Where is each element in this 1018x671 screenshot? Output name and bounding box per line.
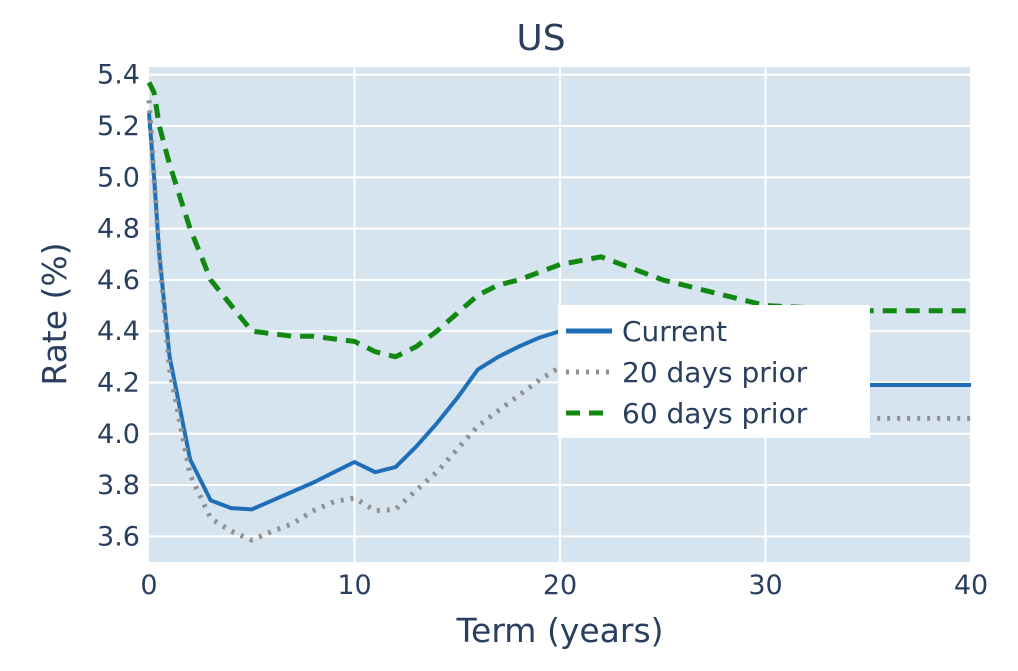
legend-label-current: Current xyxy=(622,315,727,348)
legend-label-60-days-prior: 60 days prior xyxy=(622,397,808,430)
y-tick-label: 4.2 xyxy=(97,367,140,398)
y-tick-label: 5.2 xyxy=(97,111,140,142)
chart-title: US xyxy=(516,18,565,59)
legend: Current 20 days prior 60 days prior xyxy=(558,305,870,438)
y-tick-label: 4.0 xyxy=(97,419,140,450)
y-tick-label: 4.6 xyxy=(97,265,140,296)
y-axis-ticks: 3.6 3.8 4.0 4.2 4.4 4.6 4.8 5.0 5.2 5.4 xyxy=(97,60,140,553)
x-tick-label: 0 xyxy=(140,570,157,601)
y-axis-title: Rate (%) xyxy=(35,242,74,385)
y-tick-label: 4.4 xyxy=(97,316,140,347)
x-tick-label: 10 xyxy=(337,570,371,601)
series-line-60-days-prior xyxy=(146,81,971,360)
x-axis-title: Term (years) xyxy=(455,611,663,650)
legend-box xyxy=(558,305,870,438)
x-tick-label: 30 xyxy=(748,570,782,601)
y-tick-label: 4.8 xyxy=(97,214,140,245)
y-tick-label: 5.0 xyxy=(97,162,140,193)
legend-label-20-days-prior: 20 days prior xyxy=(622,356,808,389)
x-axis-ticks: 0 10 20 30 40 xyxy=(140,570,988,601)
y-tick-label: 3.6 xyxy=(97,521,140,552)
y-tick-label: 3.8 xyxy=(97,470,140,501)
x-tick-label: 40 xyxy=(954,570,988,601)
y-tick-label: 5.4 xyxy=(97,60,140,91)
x-tick-label: 20 xyxy=(543,570,577,601)
